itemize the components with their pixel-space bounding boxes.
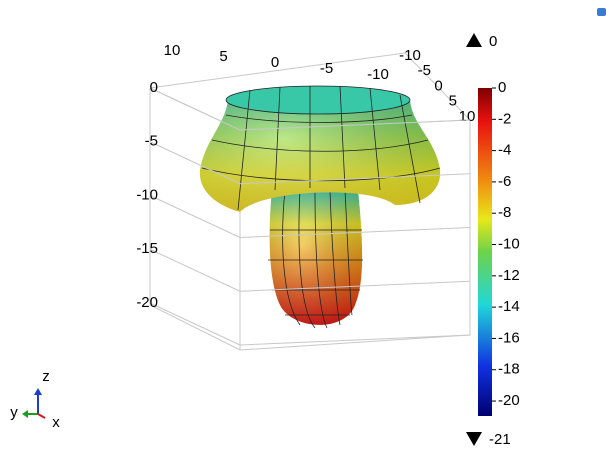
colorbar-tick-label: -2 bbox=[498, 110, 511, 127]
colorbar-tick-label: -16 bbox=[498, 329, 520, 346]
colorbar bbox=[478, 88, 492, 416]
max-value: 0 bbox=[489, 33, 497, 50]
z-tick-label: 0 bbox=[150, 79, 158, 96]
mushroom-surface bbox=[200, 86, 440, 328]
grid-line bbox=[150, 249, 240, 291]
colorbar-tick-label: -6 bbox=[498, 173, 511, 190]
colorbar-tick-label: -4 bbox=[498, 142, 511, 159]
z-tick-label: -10 bbox=[136, 186, 158, 203]
colorbar-tick-label: 0 bbox=[498, 79, 506, 96]
y-tick-label: 10 bbox=[459, 108, 476, 125]
axis-label-x: x bbox=[52, 414, 60, 431]
colorbar-tick-label: -14 bbox=[498, 298, 520, 315]
z-tick-label: -20 bbox=[136, 294, 158, 311]
x-tick-label: -5 bbox=[320, 60, 333, 77]
axis-label-z: z bbox=[42, 368, 50, 385]
colorbar-tick-label: -18 bbox=[498, 361, 520, 378]
grid-line bbox=[240, 335, 470, 345]
y-tick-label: -5 bbox=[418, 62, 431, 79]
min-arrow bbox=[466, 432, 482, 446]
axis-label-y: y bbox=[10, 404, 18, 421]
x-tick-label: 0 bbox=[271, 54, 279, 71]
window-icon[interactable] bbox=[597, 8, 606, 16]
max-arrow bbox=[466, 33, 482, 47]
x-tick-label: -10 bbox=[367, 66, 389, 83]
colorbar-tick-label: -20 bbox=[498, 392, 520, 409]
x-tick-label: 10 bbox=[164, 42, 181, 59]
x-tick-label: 5 bbox=[219, 48, 227, 65]
colorbar-tick-label: -10 bbox=[498, 235, 520, 252]
y-tick-label: 0 bbox=[434, 77, 442, 94]
z-tick-label: -15 bbox=[136, 240, 158, 257]
y-tick-label: 5 bbox=[449, 93, 457, 110]
min-value: -21 bbox=[489, 431, 511, 448]
grid-line bbox=[150, 303, 240, 345]
colorbar-tick-label: -8 bbox=[498, 204, 511, 221]
plot-window: 0-2-4-6-8-10-12-14-16-18-200-211050-5-10… bbox=[0, 0, 610, 454]
z-tick-label: -5 bbox=[145, 133, 158, 150]
colorbar-tick-label: -12 bbox=[498, 267, 520, 284]
axis-triad bbox=[22, 388, 45, 418]
